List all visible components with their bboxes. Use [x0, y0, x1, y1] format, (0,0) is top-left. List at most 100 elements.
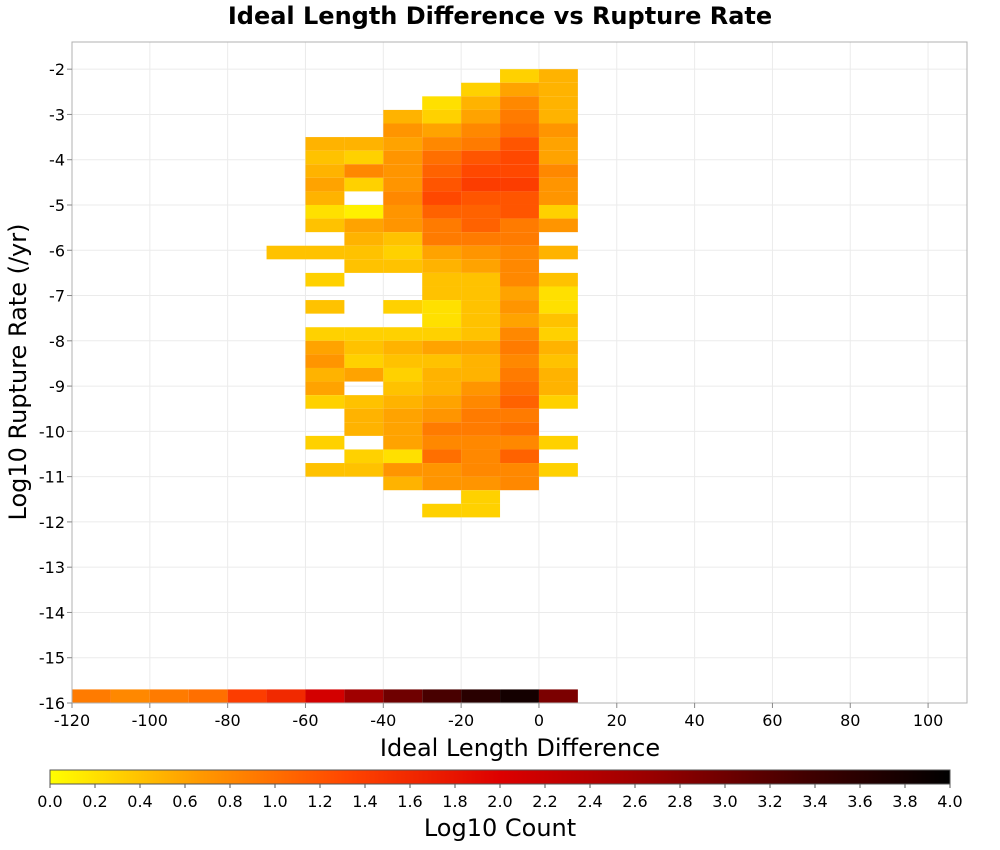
heatmap-cell — [461, 476, 501, 491]
heatmap-cell — [422, 422, 462, 436]
heatmap-cell — [500, 327, 539, 341]
heatmap-cell — [72, 689, 111, 703]
heatmap-cell — [500, 164, 539, 178]
heatmap-cell — [500, 408, 539, 423]
heatmap-cell — [110, 689, 150, 703]
heatmap-cell — [344, 245, 384, 260]
heatmap-cell — [305, 204, 345, 219]
heatmap-cells — [72, 69, 578, 703]
y-tick-label: -9 — [49, 377, 65, 396]
heatmap-cell — [461, 191, 501, 205]
heatmap-cell — [538, 272, 578, 287]
y-tick-label: -14 — [39, 603, 65, 622]
y-tick-label: -6 — [49, 241, 65, 260]
heatmap-cell — [500, 476, 539, 491]
y-tick-label: -10 — [39, 422, 65, 441]
heatmap-cell — [461, 300, 501, 314]
heatmap-cell — [461, 96, 501, 110]
colorbar-tick-label: 0.6 — [172, 792, 197, 811]
y-tick-label: -5 — [49, 196, 65, 215]
y-tick-label: -4 — [49, 151, 65, 170]
heatmap-cell — [422, 137, 462, 151]
heatmap-cell — [500, 381, 539, 396]
x-tick-label: 20 — [607, 711, 627, 730]
heatmap-cell — [422, 463, 462, 477]
heatmap-cell — [538, 109, 578, 124]
heatmap-cell — [344, 408, 384, 423]
colorbar-tick-label: 0.0 — [37, 792, 62, 811]
heatmap-cell — [538, 354, 578, 368]
heatmap-cell — [461, 463, 501, 477]
heatmap-cell — [149, 689, 189, 703]
heatmap-cell — [383, 381, 423, 396]
heatmap-cell — [538, 340, 578, 355]
heatmap-cell — [500, 123, 539, 138]
heatmap-cell — [422, 150, 462, 165]
colorbar-tick-label: 3.6 — [847, 792, 872, 811]
heatmap-cell — [461, 327, 501, 341]
x-tick-label: -120 — [54, 711, 90, 730]
heatmap-cell — [422, 191, 462, 205]
heatmap-cell — [422, 300, 462, 314]
heatmap-cell — [500, 313, 539, 328]
heatmap-cell — [538, 367, 578, 382]
heatmap-cell — [344, 204, 384, 219]
heatmap-cell — [305, 272, 345, 287]
y-tick-label: -12 — [39, 513, 65, 532]
heatmap-cell — [344, 463, 384, 477]
heatmap-cell — [500, 204, 539, 219]
heatmap-cell — [344, 137, 384, 151]
colorbar-tick-label: 0.8 — [217, 792, 242, 811]
heatmap-cell — [461, 82, 501, 97]
y-tick-label: -3 — [49, 105, 65, 124]
heatmap-cell — [538, 327, 578, 341]
heatmap-cell — [500, 96, 539, 110]
heatmap-cell — [461, 137, 501, 151]
y-tick-label: -2 — [49, 60, 65, 79]
heatmap-cell — [422, 449, 462, 464]
heatmap-cell — [383, 164, 423, 178]
heatmap-cell — [344, 150, 384, 165]
heatmap-cell — [461, 490, 501, 504]
heatmap-cell — [500, 449, 539, 464]
heatmap-cell — [383, 150, 423, 165]
heatmap-cell — [500, 422, 539, 436]
heatmap-cell — [500, 272, 539, 287]
heatmap-cell — [538, 381, 578, 396]
heatmap-cell — [344, 367, 384, 382]
heatmap-cell — [500, 245, 539, 260]
heatmap-cell — [422, 395, 462, 409]
heatmap-cell — [305, 300, 345, 314]
heatmap-cell — [422, 327, 462, 341]
heatmap-cell — [461, 503, 501, 518]
heatmap-cell — [383, 689, 423, 703]
heatmap-cell — [422, 96, 462, 110]
heatmap-cell — [344, 177, 384, 192]
colorbar-tick-label: 3.4 — [802, 792, 827, 811]
heatmap-cell — [461, 408, 501, 423]
heatmap-cell — [538, 300, 578, 314]
heatmap-cell — [383, 300, 423, 314]
heatmap-cell — [538, 96, 578, 110]
x-tick-label: 100 — [913, 711, 944, 730]
heatmap-cell — [188, 689, 228, 703]
heatmap-cell — [422, 123, 462, 138]
heatmap-cell — [383, 340, 423, 355]
heatmap-cell — [538, 395, 578, 409]
heatmap-cell — [305, 218, 345, 233]
heatmap-cell — [461, 340, 501, 355]
heatmap-cell — [461, 123, 501, 138]
heatmap-cell — [383, 395, 423, 409]
y-tick-label: -15 — [39, 649, 65, 668]
colorbar-tick-label: 1.6 — [397, 792, 422, 811]
heatmap-cell — [461, 354, 501, 368]
colorbar — [49, 769, 951, 785]
heatmap-cell — [422, 109, 462, 124]
heatmap-cell — [422, 286, 462, 301]
heatmap-cell — [383, 204, 423, 219]
heatmap-cell — [344, 164, 384, 178]
heatmap-cell — [305, 164, 345, 178]
heatmap-cell — [538, 286, 578, 301]
heatmap-cell — [305, 689, 345, 703]
heatmap-cell — [461, 435, 501, 450]
